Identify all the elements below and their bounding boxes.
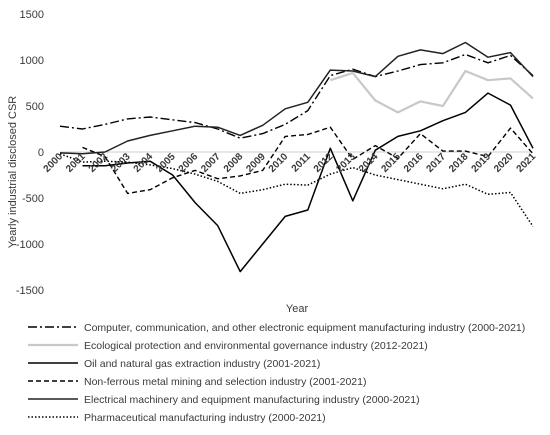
x-tick-label: 2008	[222, 151, 246, 175]
x-tick-label: 2001	[64, 151, 88, 175]
x-tick-label: 2010	[267, 151, 291, 175]
x-tick-label: 2018	[447, 151, 471, 175]
legend-label-1: Computer, communication, and other elect…	[84, 322, 525, 334]
legend-label-5: Electrical machinery and equipment manuf…	[84, 394, 420, 406]
legend: Computer, communication, and other elect…	[28, 322, 525, 424]
x-tick-label: 2017	[425, 151, 449, 175]
x-tick-label: 2007	[199, 151, 223, 175]
series-line-2	[329, 69, 534, 114]
series-line-5	[59, 41, 534, 155]
y-tick-label: -1500	[16, 285, 44, 297]
x-axis-ticks: 2000 2001 2002 2003 2004 2005 2006 2007 2008 2009…	[42, 151, 539, 175]
y-axis-title: Yearly industrial disclosed CSR	[7, 96, 19, 248]
x-tick-label: 2016	[402, 151, 426, 175]
y-tick-label: 1000	[20, 55, 44, 67]
x-tick-label: 2021	[515, 151, 539, 175]
x-tick-label: 2012	[312, 151, 336, 175]
x-tick-label: 2002	[87, 151, 111, 175]
y-tick-label: -1000	[16, 239, 44, 251]
x-tick-label: 2000	[42, 151, 66, 175]
x-tick-label: 2011	[290, 151, 313, 174]
x-axis-title: Year	[286, 303, 309, 315]
x-tick-label: 2020	[492, 151, 516, 175]
y-tick-label: 500	[26, 101, 44, 113]
x-tick-label: 2013	[334, 151, 358, 175]
y-tick-label: 1500	[20, 9, 44, 21]
series-line-1	[59, 53, 534, 139]
y-tick-label: 0	[38, 147, 44, 159]
x-tick-label: 2015	[379, 151, 403, 175]
legend-label-4: Non-ferrous metal mining and selection i…	[84, 376, 366, 388]
y-tick-label: -500	[22, 193, 44, 205]
legend-label-2: Ecological protection and environmental …	[84, 340, 428, 352]
x-tick-label: 2006	[177, 151, 201, 175]
legend-label-6: Pharmaceutical manufacturing industry (2…	[84, 412, 326, 424]
series-line-4	[82, 126, 534, 195]
legend-label-3: Oil and natural gas extraction industry …	[84, 358, 320, 370]
y-axis-ticks: 1500 1000 500 0 -500 -1000 -1500	[16, 9, 44, 297]
series-lines	[59, 41, 534, 273]
series-line-3	[82, 92, 534, 273]
